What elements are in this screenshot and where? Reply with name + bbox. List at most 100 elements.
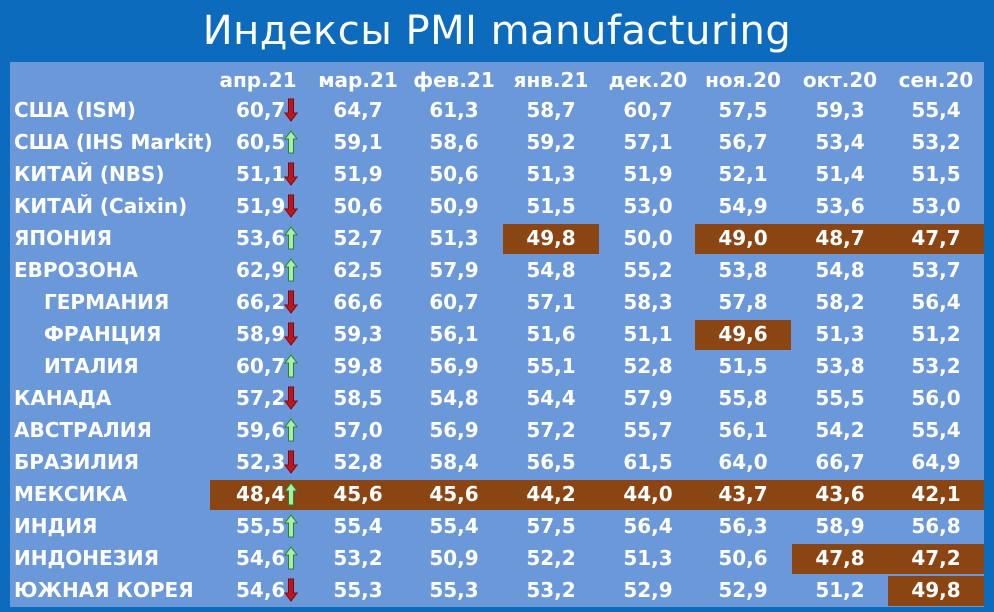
table-cell: 57,5 [526,514,576,538]
table-cell: 55,5 [236,514,286,538]
table-cell: 55,8 [718,386,768,410]
arrow-up-icon [284,258,298,282]
table-cell: 54,9 [718,194,768,218]
table-cell: 66,7 [815,450,865,474]
table-cell: 56,4 [911,290,961,314]
arrow-down-icon [284,290,298,314]
table-cell: 49,6 [718,322,768,346]
table-cell: 59,8 [333,354,383,378]
column-header: сен.20 [898,68,974,92]
table-cell: 44,2 [526,482,576,506]
table-cell: 49,8 [911,578,961,602]
table-cell: 52,8 [333,450,383,474]
table-cell: 59,3 [333,322,383,346]
table-cell: 56,1 [429,322,479,346]
table-cell: 58,7 [526,98,576,122]
table-cell: 47,8 [815,546,865,570]
table-cell: 45,6 [429,482,479,506]
table-cell: 51,1 [623,322,673,346]
highlight-cell [210,480,984,510]
arrow-down-icon [284,322,298,346]
table-cell: 51,3 [815,322,865,346]
table-cell: 54,4 [526,386,576,410]
table-cell: 47,2 [911,546,961,570]
arrow-down-icon [284,98,298,122]
table-cell: 53,0 [623,194,673,218]
arrow-up-icon [284,514,298,538]
table-cell: 57,0 [333,418,383,442]
highlight-cell [695,224,984,254]
table-cell: 58,9 [815,514,865,538]
table-cell: 55,3 [429,578,479,602]
table-cell: 53,8 [718,258,768,282]
table-cell: 53,6 [236,226,286,250]
table-cell: 56,7 [718,130,768,154]
table-cell: 54,2 [815,418,865,442]
table-cell: 54,8 [815,258,865,282]
table-cell: 60,7 [236,354,286,378]
row-label: США (IHS Markit) [14,130,213,154]
table-cell: 49,8 [526,226,576,250]
table-cell: 51,3 [623,546,673,570]
table-cell: 55,1 [526,354,576,378]
table-cell: 62,9 [236,258,286,282]
table-cell: 51,9 [236,194,286,218]
arrow-up-icon [284,130,298,154]
table-cell: 54,6 [236,546,286,570]
table-cell: 57,9 [623,386,673,410]
table-cell: 53,0 [911,194,961,218]
table-cell: 59,3 [815,98,865,122]
column-header: фев.21 [413,68,495,92]
arrow-up-icon [284,482,298,506]
table-cell: 66,6 [333,290,383,314]
column-header: янв.21 [513,68,589,92]
table-cell: 47,7 [911,226,961,250]
table-cell: 60,7 [236,98,286,122]
table-cell: 44,0 [623,482,673,506]
table-cell: 57,2 [526,418,576,442]
arrow-up-icon [284,354,298,378]
table-cell: 56,4 [623,514,673,538]
table-cell: 58,6 [429,130,479,154]
table-cell: 64,9 [911,450,961,474]
table-cell: 43,6 [815,482,865,506]
table-cell: 52,7 [333,226,383,250]
table-cell: 56,1 [718,418,768,442]
table-cell: 51,5 [526,194,576,218]
table-cell: 52,1 [718,162,768,186]
arrow-down-icon [284,578,298,602]
table-cell: 58,2 [815,290,865,314]
table-cell: 56,0 [911,386,961,410]
table-cell: 53,6 [815,194,865,218]
table-cell: 58,5 [333,386,383,410]
row-label: МЕКСИКА [14,482,128,506]
row-label: ИТАЛИЯ [44,354,139,378]
row-label: ИНДИЯ [14,514,98,538]
column-header: дек.20 [608,68,688,92]
table-cell: 50,6 [429,162,479,186]
row-label: КИТАЙ (Caixin) [14,194,188,218]
row-label: США (ISM) [14,98,136,122]
table-cell: 51,5 [911,162,961,186]
table-cell: 52,8 [623,354,673,378]
row-label: ГЕРМАНИЯ [44,290,170,314]
table-cell: 55,4 [911,98,961,122]
table-cell: 62,5 [333,258,383,282]
table-cell: 57,1 [623,130,673,154]
table-cell: 56,5 [526,450,576,474]
pmi-table-panel [10,62,984,607]
table-cell: 55,3 [333,578,383,602]
table-cell: 57,5 [718,98,768,122]
table-cell: 60,5 [236,130,286,154]
table-cell: 55,7 [623,418,673,442]
table-cell: 52,9 [718,578,768,602]
table-cell: 53,7 [911,258,961,282]
table-cell: 66,2 [236,290,286,314]
table-cell: 53,2 [911,354,961,378]
arrow-down-icon [284,386,298,410]
table-cell: 55,2 [623,258,673,282]
table-cell: 56,9 [429,418,479,442]
table-cell: 57,1 [526,290,576,314]
table-cell: 54,8 [526,258,576,282]
table-cell: 52,2 [526,546,576,570]
